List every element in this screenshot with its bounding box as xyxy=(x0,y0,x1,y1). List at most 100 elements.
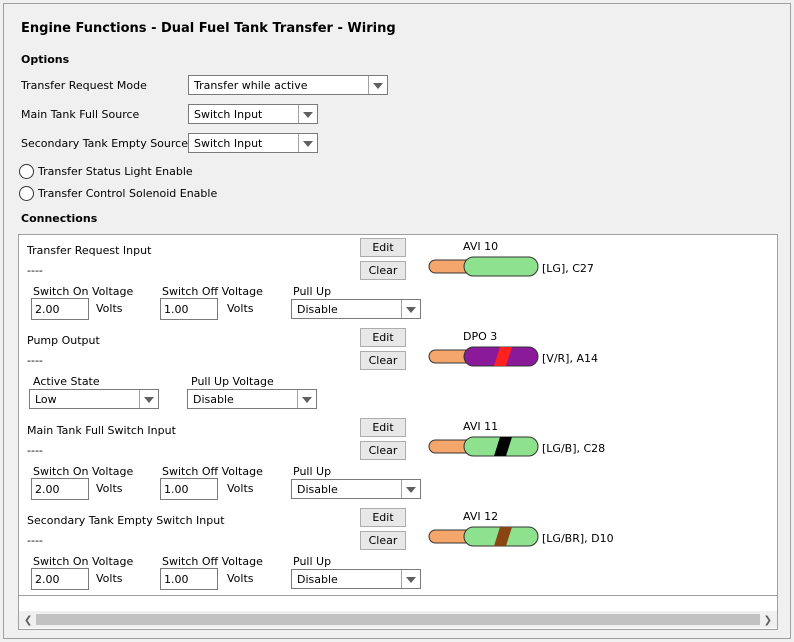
active-state-select[interactable]: Low xyxy=(29,389,159,409)
wire-icon xyxy=(428,436,539,457)
clear-button[interactable]: Clear xyxy=(360,531,406,550)
secondary-tank-empty-source-label: Secondary Tank Empty Source xyxy=(21,137,188,150)
scrollbar-thumb[interactable] xyxy=(36,614,760,625)
switch-off-voltage-input[interactable]: 1.00 xyxy=(160,478,218,500)
chevron-down-icon[interactable] xyxy=(368,76,387,94)
edit-button[interactable]: Edit xyxy=(360,238,406,257)
chevron-down-icon[interactable] xyxy=(298,105,317,123)
main-tank-full-source-select[interactable]: Switch Input xyxy=(188,104,318,124)
connections-panel: Transfer Request Input ---- Edit Clear A… xyxy=(18,234,778,630)
chevron-down-icon[interactable] xyxy=(401,300,420,318)
chevron-down-icon[interactable] xyxy=(298,134,317,152)
clear-button[interactable]: Clear xyxy=(360,261,406,280)
switch-on-voltage-label: Switch On Voltage xyxy=(33,555,134,568)
pin-label: [LG], C27 xyxy=(542,262,594,275)
connection-value: ---- xyxy=(27,264,43,277)
active-state-value: Low xyxy=(35,393,57,406)
volts-unit: Volts xyxy=(96,572,123,585)
volts-unit: Volts xyxy=(227,302,254,315)
chevron-left-icon[interactable]: ❮ xyxy=(24,615,33,626)
switch-on-voltage-input[interactable]: 2.00 xyxy=(31,298,89,320)
connection-main-tank-full-switch-input: Main Tank Full Switch Input ---- Edit Cl… xyxy=(19,415,777,506)
pull-up-label: Pull Up xyxy=(293,555,332,568)
volts-unit: Volts xyxy=(96,302,123,315)
transfer-request-mode-label: Transfer Request Mode xyxy=(21,79,147,92)
switch-off-voltage-value: 1.00 xyxy=(164,483,189,496)
switch-off-voltage-input[interactable]: 1.00 xyxy=(160,568,218,590)
switch-on-voltage-value: 2.00 xyxy=(35,573,60,586)
pull-up-label: Pull Up xyxy=(293,285,332,298)
wire-icon xyxy=(428,256,539,277)
page-title: Engine Functions - Dual Fuel Tank Transf… xyxy=(21,21,396,36)
transfer-request-mode-value: Transfer while active xyxy=(194,79,308,92)
status-light-label: Transfer Status Light Enable xyxy=(38,165,193,178)
connection-value: ---- xyxy=(27,354,43,367)
switch-on-voltage-input[interactable]: 2.00 xyxy=(31,478,89,500)
connection-transfer-request-input: Transfer Request Input ---- Edit Clear A… xyxy=(19,235,777,326)
connection-name: Transfer Request Input xyxy=(27,244,152,257)
active-state-label: Active State xyxy=(33,375,100,388)
pull-up-voltage-select[interactable]: Disable xyxy=(187,389,317,409)
chevron-down-icon[interactable] xyxy=(297,390,316,408)
edit-button[interactable]: Edit xyxy=(360,508,406,527)
pin-label: [LG/BR], D10 xyxy=(542,532,614,545)
transfer-request-mode-select[interactable]: Transfer while active xyxy=(188,75,388,95)
switch-off-voltage-label: Switch Off Voltage xyxy=(162,555,263,568)
control-solenoid-radio[interactable] xyxy=(19,186,34,201)
wire-icon xyxy=(428,526,539,547)
volts-unit: Volts xyxy=(96,482,123,495)
secondary-tank-empty-source-value: Switch Input xyxy=(194,137,263,150)
connection-name: Pump Output xyxy=(27,334,100,347)
connections-heading: Connections xyxy=(21,212,98,225)
pull-up-label: Pull Up xyxy=(293,465,332,478)
switch-on-voltage-value: 2.00 xyxy=(35,303,60,316)
connection-name: Main Tank Full Switch Input xyxy=(27,424,176,437)
switch-on-voltage-value: 2.00 xyxy=(35,483,60,496)
main-tank-full-source-value: Switch Input xyxy=(194,108,263,121)
chevron-down-icon[interactable] xyxy=(401,480,420,498)
status-light-radio[interactable] xyxy=(19,164,34,179)
secondary-tank-empty-source-select[interactable]: Switch Input xyxy=(188,133,318,153)
clear-button[interactable]: Clear xyxy=(360,351,406,370)
switch-on-voltage-label: Switch On Voltage xyxy=(33,465,134,478)
connection-pump-output: Pump Output ---- Edit Clear DPO 3 [V/R],… xyxy=(19,325,777,416)
wire-stripe xyxy=(494,437,512,456)
wire-body xyxy=(463,256,539,277)
pin-label: [V/R], A14 xyxy=(542,352,598,365)
connection-value: ---- xyxy=(27,444,43,457)
channel-label: AVI 10 xyxy=(463,240,499,253)
pull-up-select[interactable]: Disable xyxy=(291,299,421,319)
wire-icon xyxy=(428,346,539,367)
switch-on-voltage-input[interactable]: 2.00 xyxy=(31,568,89,590)
connection-name: Secondary Tank Empty Switch Input xyxy=(27,514,225,527)
pull-up-voltage-label: Pull Up Voltage xyxy=(191,375,274,388)
volts-unit: Volts xyxy=(227,482,254,495)
switch-off-voltage-input[interactable]: 1.00 xyxy=(160,298,218,320)
pull-up-select[interactable]: Disable xyxy=(291,479,421,499)
channel-label: DPO 3 xyxy=(463,330,498,343)
pull-up-value: Disable xyxy=(297,483,338,496)
switch-off-voltage-value: 1.00 xyxy=(164,573,189,586)
connection-value: ---- xyxy=(27,534,43,547)
pin-label: [LG/B], C28 xyxy=(542,442,606,455)
wire-stripe xyxy=(494,347,512,366)
horizontal-scrollbar[interactable]: ❮ ❯ xyxy=(19,611,777,628)
pull-up-voltage-value: Disable xyxy=(193,393,234,406)
chevron-down-icon[interactable] xyxy=(139,390,158,408)
switch-off-voltage-value: 1.00 xyxy=(164,303,189,316)
switch-on-voltage-label: Switch On Voltage xyxy=(33,285,134,298)
control-solenoid-label: Transfer Control Solenoid Enable xyxy=(38,187,218,200)
chevron-right-icon[interactable]: ❯ xyxy=(763,615,772,626)
edit-button[interactable]: Edit xyxy=(360,418,406,437)
pull-up-select[interactable]: Disable xyxy=(291,569,421,589)
switch-off-voltage-label: Switch Off Voltage xyxy=(162,285,263,298)
wire-stripe xyxy=(494,527,512,546)
chevron-down-icon[interactable] xyxy=(401,570,420,588)
pull-up-value: Disable xyxy=(297,573,338,586)
edit-button[interactable]: Edit xyxy=(360,328,406,347)
clear-button[interactable]: Clear xyxy=(360,441,406,460)
volts-unit: Volts xyxy=(227,572,254,585)
main-tank-full-source-label: Main Tank Full Source xyxy=(21,108,140,121)
channel-label: AVI 11 xyxy=(463,420,499,433)
channel-label: AVI 12 xyxy=(463,510,499,523)
